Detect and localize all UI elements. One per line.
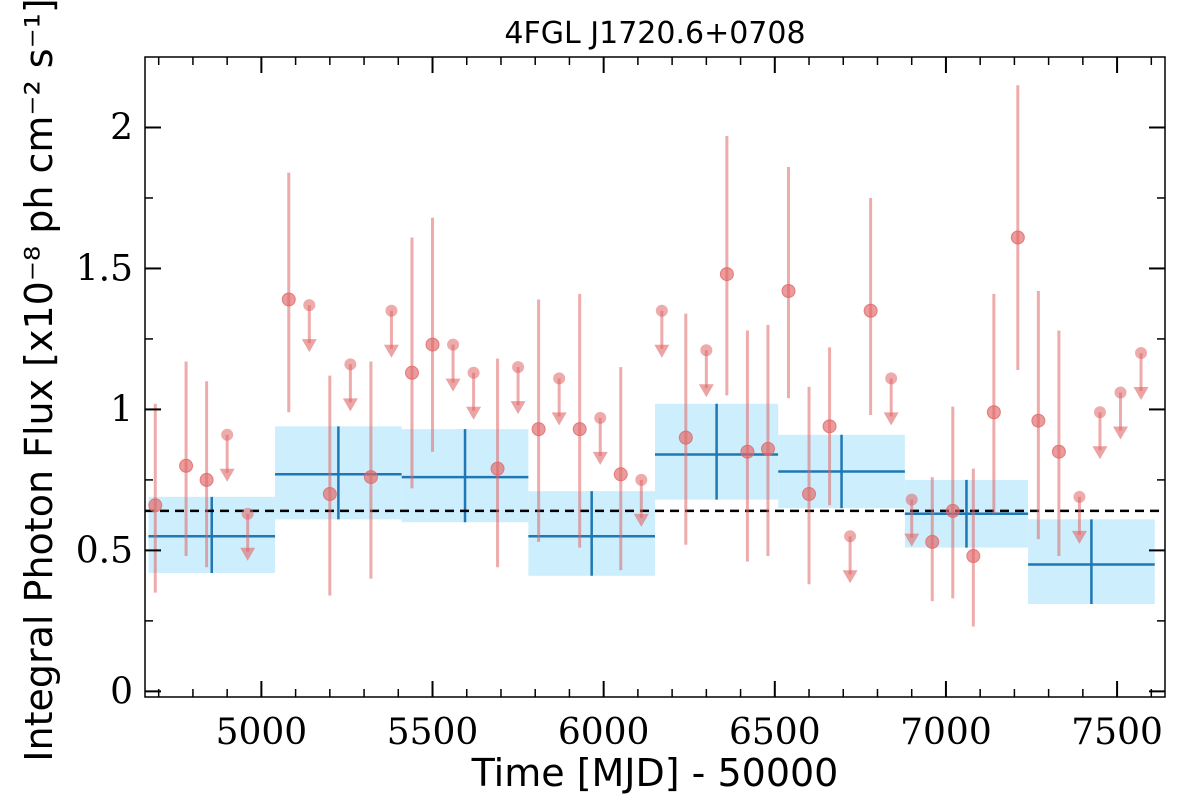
flux-point [760, 441, 775, 456]
flux-point [1010, 230, 1025, 245]
flux-point [179, 458, 194, 473]
binned-flux-layer [148, 403, 1155, 604]
x-tick-label: 5000 [216, 712, 308, 753]
chart-title: 4FGL J1720.6+0708 [504, 16, 805, 51]
upper-limit-arrow [904, 533, 920, 547]
upper-limit-arrow [842, 570, 858, 584]
upper-limit-arrow [551, 412, 567, 426]
x-tick-label: 6000 [558, 712, 650, 753]
upper-limit-arrow [1092, 446, 1108, 460]
flux-point [531, 422, 546, 437]
flux-point [678, 430, 693, 445]
y-axis-label: Integral Photon Flux [x10⁻⁸ ph cm⁻² s⁻¹] [17, 0, 61, 762]
flux-point [781, 284, 796, 299]
x-tick-label: 5500 [387, 712, 479, 753]
flux-point [281, 292, 296, 307]
y-tick-label: 0.5 [76, 530, 133, 571]
plot-frame [144, 56, 1166, 698]
upper-limit-arrow [240, 547, 256, 561]
x-tick-label: 6500 [729, 712, 821, 753]
ticks-layer: 5000 5500 6000 6500 7000 7500 0 0.5 1 1.5 2 [76, 57, 1165, 753]
upper-limit-arrow [1071, 530, 1087, 544]
upper-limit-arrow [342, 398, 358, 412]
flux-point [802, 487, 817, 502]
x-tick-label: 7500 [1071, 712, 1163, 753]
upper-limit-arrow [445, 378, 461, 392]
flux-point [490, 461, 505, 476]
upper-limit-arrow [698, 384, 714, 398]
upper-limits-layer [219, 299, 1149, 584]
flux-point [425, 337, 440, 352]
upper-limit-arrow [654, 344, 670, 358]
flux-point [572, 422, 587, 437]
flux-point [740, 444, 755, 459]
flux-point [1031, 413, 1046, 428]
y-tick-label: 0 [110, 671, 133, 712]
flux-point [945, 503, 960, 518]
upper-limit-arrow [219, 468, 235, 482]
upper-limit-arrow [1113, 426, 1129, 440]
upper-limit-arrow [1133, 387, 1149, 401]
monthly-flux-layer [148, 85, 1066, 627]
flux-point [404, 365, 419, 380]
flux-point [822, 419, 837, 434]
upper-limit-arrow [633, 513, 649, 527]
y-tick-label: 2 [110, 107, 133, 148]
flux-point [148, 498, 163, 513]
flux-point [1051, 444, 1066, 459]
y-tick-label: 1 [110, 389, 133, 430]
flux-point [322, 487, 337, 502]
flux-point [363, 470, 378, 485]
x-tick-label: 7000 [900, 712, 992, 753]
upper-limit-arrow [383, 344, 399, 358]
flux-point [986, 405, 1001, 420]
upper-limit-arrow [883, 412, 899, 426]
flux-point [719, 267, 734, 282]
upper-limit-arrow [301, 339, 317, 353]
upper-limit-arrow [510, 401, 526, 415]
flux-point [863, 303, 878, 318]
flux-point [613, 467, 628, 482]
flux-point [966, 549, 981, 564]
upper-limit-arrow [592, 451, 608, 465]
flux-point [199, 472, 214, 487]
y-tick-label: 1.5 [76, 248, 133, 289]
x-axis-label: Time [MJD] - 50000 [471, 751, 839, 795]
flux-point [925, 534, 940, 549]
upper-limit-arrow [466, 406, 482, 420]
axes-layer [144, 56, 1166, 698]
